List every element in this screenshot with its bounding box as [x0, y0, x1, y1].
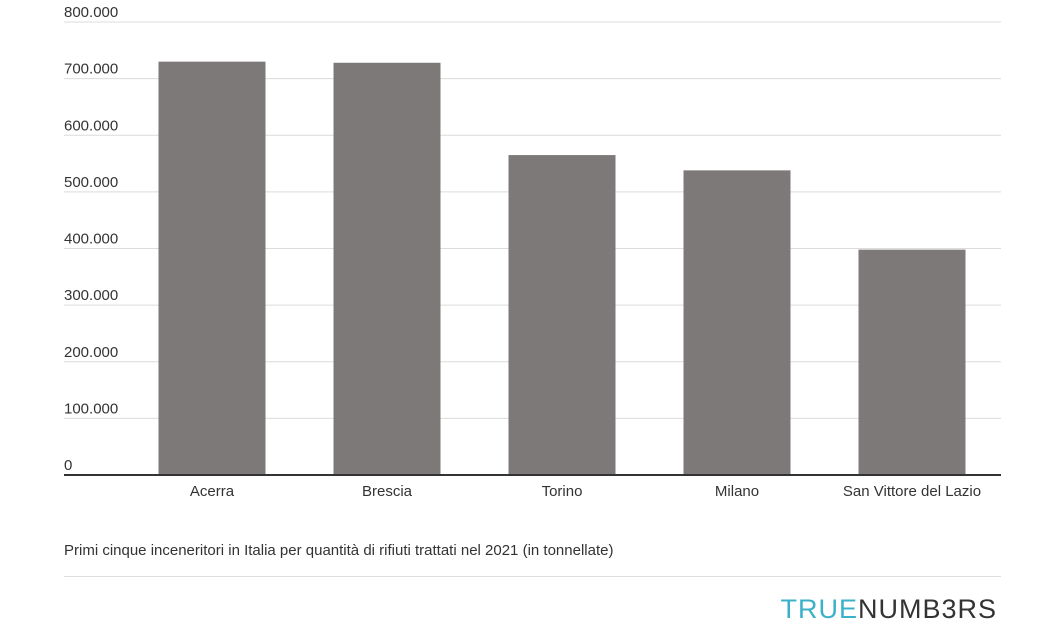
- x-tick-label: Milano: [715, 483, 759, 500]
- bar: [158, 61, 266, 475]
- brand-logo-part1: TRUE: [780, 594, 858, 624]
- y-tick-label: 300.000: [64, 287, 118, 304]
- x-tick-label: Torino: [542, 483, 583, 500]
- y-tick-label: 500.000: [64, 174, 118, 191]
- caption-divider: [64, 576, 1001, 577]
- bar: [333, 62, 441, 476]
- x-tick-label: Acerra: [190, 483, 235, 500]
- x-tick-label: Brescia: [362, 483, 413, 500]
- x-tick-label: San Vittore del Lazio: [843, 483, 981, 500]
- chart-caption: Primi cinque inceneritori in Italia per …: [64, 542, 614, 559]
- bar-chart: 0 100.000 200.000 300.000 400.000 500.000 600.…: [64, 4, 1001, 500]
- y-tick-label: 600.000: [64, 117, 118, 134]
- bar: [683, 170, 791, 476]
- bar: [508, 155, 616, 475]
- brand-logo: TRUENUMB3RS: [780, 594, 997, 625]
- y-tick-label: 100.000: [64, 400, 118, 417]
- y-tick-label: 0: [64, 457, 72, 474]
- y-tick-label: 800.000: [64, 4, 118, 21]
- y-tick-label: 200.000: [64, 344, 118, 361]
- brand-logo-part2: NUMB3RS: [857, 594, 997, 624]
- y-tick-label: 400.000: [64, 231, 118, 248]
- bar: [858, 249, 966, 475]
- y-tick-label: 700.000: [64, 61, 118, 78]
